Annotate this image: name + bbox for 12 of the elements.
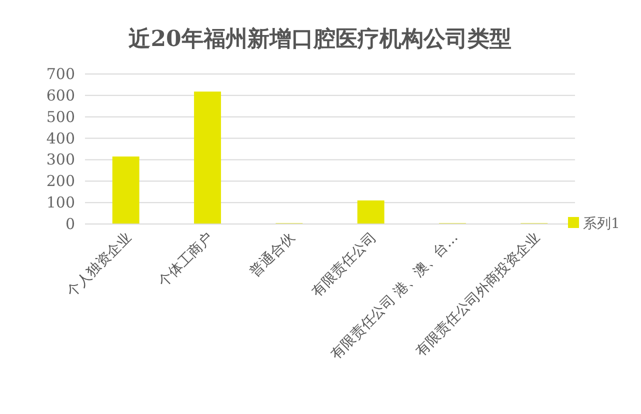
y-tick-label: 700 xyxy=(46,65,75,83)
x-tick-label: 有限责任公司 xyxy=(308,230,380,300)
y-tick-label: 300 xyxy=(46,150,75,169)
x-tick-label: 个体工商户 xyxy=(156,230,216,290)
x-tick-label: 普通合伙 xyxy=(246,228,298,280)
y-tick-label: 100 xyxy=(46,194,75,212)
y-tick-label: 500 xyxy=(46,108,75,126)
y-tick-label: 600 xyxy=(46,86,75,104)
chart-title: 近20年福州新增口腔医疗机构公司类型 xyxy=(128,26,512,52)
y-tick-label: 400 xyxy=(46,129,75,148)
y-tick-label: 200 xyxy=(46,172,75,190)
legend-label: 系列1 xyxy=(583,216,620,232)
